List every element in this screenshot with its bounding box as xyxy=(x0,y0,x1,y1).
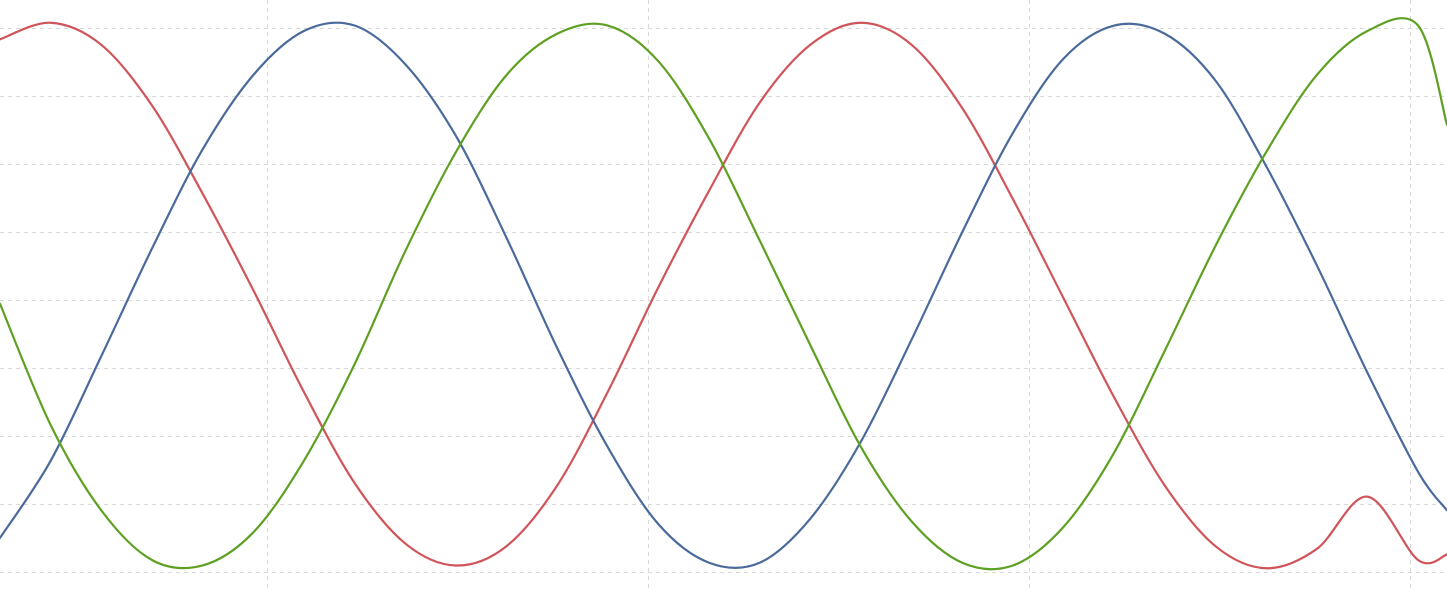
series-line-red xyxy=(0,21,1447,570)
series-group xyxy=(0,17,1447,571)
series-line-green xyxy=(0,17,1447,571)
series-line-blue xyxy=(0,21,1447,569)
